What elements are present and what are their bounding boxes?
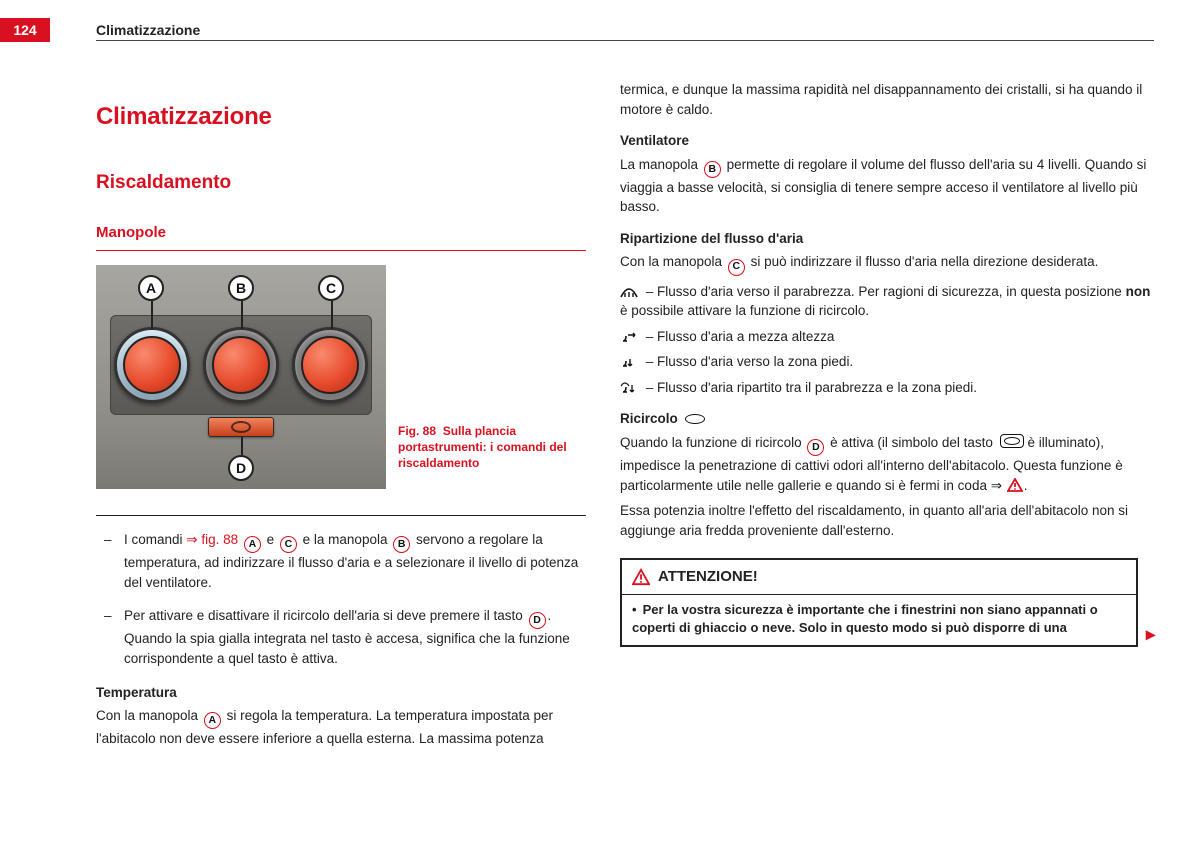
text: – Flusso d'aria verso la zona piedi. [642,354,853,369]
text: La manopola [620,157,702,172]
recirc-button-icon [1000,434,1024,448]
text: è possibile attivare la funzione di rici… [620,303,869,318]
airflow-face: – Flusso d'aria a mezza altezza [620,327,1155,347]
warning-box: ATTENZIONE! Per la vostra sicurezza è im… [620,558,1138,647]
text: è attiva (il simbolo del tasto [826,435,996,450]
running-title: Climatizzazione [96,20,200,40]
ricircolo-para-1: Quando la funzione di ricircolo D è atti… [620,433,1155,495]
callout-c: C [318,275,344,301]
recirc-icon [685,414,705,424]
ripartizione-para: Con la manopola C si può indirizzare il … [620,252,1155,275]
page-header: 124 Climatizzazione [0,18,1200,42]
text: – Flusso d'aria ripartito tra il parabre… [642,380,977,395]
airflow-split: – Flusso d'aria ripartito tra il parabre… [620,378,1155,398]
continue-arrow-icon: ▸ [1146,621,1155,647]
instruction-1: I comandi ⇒ fig. 88 A e C e la manopola … [124,530,586,592]
figure-88: A B C D Fig. 88 Sulla plancia portastrum… [96,265,586,497]
instruction-list: I comandi ⇒ fig. 88 A e C e la manopola … [96,530,586,668]
dial-b [203,327,279,403]
warning-ref-icon [1006,477,1024,493]
continuation-para: termica, e dunque la massima rapidità ne… [620,80,1155,119]
dial-c [292,327,368,403]
leader-a [151,301,153,329]
text: e [263,532,278,547]
subsection-rule [96,250,586,251]
subsection-title: Manopole [96,222,586,244]
airflow-windshield: – Flusso d'aria verso il parabrezza. Per… [620,282,1155,321]
defrost-icon [620,285,638,299]
text: Quando la funzione di ricircolo [620,435,805,450]
warning-box-header: ATTENZIONE! [622,560,1136,595]
text: e la manopola [299,532,391,547]
split-vent-icon [620,381,638,395]
ventilatore-heading: Ventilatore [620,131,1155,151]
text: I comandi [124,532,186,547]
feet-vent-icon [620,355,638,369]
callout-d: D [228,455,254,481]
leader-c [331,301,333,329]
leader-b [241,301,243,329]
figure-rule [96,515,586,516]
badge-c: C [280,536,297,553]
temperature-para: Con la manopola A si regola la temperatu… [96,706,586,749]
page-number-tab: 124 [0,18,50,42]
header-rule [96,40,1154,41]
ricircolo-heading: Ricircolo [620,409,1155,429]
figure-caption: Fig. 88 Sulla plancia portastrumenti: i … [398,423,576,472]
warning-icon [632,569,650,585]
recirc-button-d [208,417,274,437]
text: . [1024,478,1028,493]
text-strong: non [1126,284,1151,299]
badge-a: A [244,536,261,553]
text: Con la manopola [96,708,202,723]
right-column: termica, e dunque la massima rapidità ne… [620,80,1155,647]
badge-c: C [728,259,745,276]
ventilatore-para: La manopola B permette di regolare il vo… [620,155,1155,217]
text: – Flusso d'aria verso il parabrezza. Per… [642,284,1126,299]
left-column: Climatizzazione Riscaldamento Manopole A… [96,80,586,755]
chapter-title: Climatizzazione [96,100,586,135]
ricircolo-para-2: Essa potenzia inoltre l'effetto del risc… [620,501,1155,540]
figure-image: A B C D [96,265,386,489]
figure-caption-prefix: Fig. 88 [398,424,436,438]
text: – Flusso d'aria a mezza altezza [642,329,834,344]
badge-b: B [704,161,721,178]
warning-title: ATTENZIONE! [658,566,758,588]
callout-a: A [138,275,164,301]
temperature-heading: Temperatura [96,683,586,703]
warning-text: Per la vostra sicurezza è importante che… [632,602,1098,635]
text: si può indirizzare il flusso d'aria nell… [747,254,1099,269]
text: Ricircolo [620,411,678,426]
text: Per attivare e disattivare il ricircolo … [124,608,527,623]
section-title: Riscaldamento [96,169,586,197]
badge-d: D [529,612,546,629]
callout-b: B [228,275,254,301]
dial-a [114,327,190,403]
leader-d [241,437,243,455]
text: Con la manopola [620,254,726,269]
badge-d: D [807,439,824,456]
badge-b: B [393,536,410,553]
fig-ref: ⇒ fig. 88 [186,532,238,547]
instruction-2: Per attivare e disattivare il ricircolo … [124,606,586,668]
ripartizione-heading: Ripartizione del flusso d'aria [620,229,1155,249]
warning-body: Per la vostra sicurezza è importante che… [622,595,1136,645]
badge-a: A [204,712,221,729]
face-vent-icon [620,330,638,344]
airflow-feet: – Flusso d'aria verso la zona piedi. [620,352,1155,372]
